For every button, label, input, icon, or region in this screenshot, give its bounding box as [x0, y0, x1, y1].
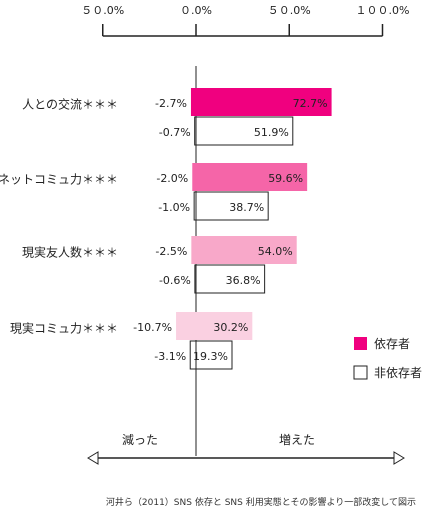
data-label-dependent-increase: 54.0%: [258, 245, 293, 258]
category-label: 人との交流＊＊＊: [22, 97, 118, 112]
axis-tick-label: ５０.0%: [81, 4, 124, 17]
arrow-right-head: [393, 451, 405, 465]
arrow-right-label: 増えた: [279, 433, 315, 447]
bar-nondependent-increase: [195, 264, 266, 294]
data-label-dependent-decrease: -2.0%: [156, 172, 188, 185]
legend-swatch-nondependent: [353, 365, 368, 380]
data-label-dependent-decrease: -2.7%: [155, 97, 187, 110]
category-label: ネットコミュ力＊＊＊: [0, 173, 118, 187]
data-label-nondependent-increase: 51.9%: [254, 126, 289, 139]
bar-dependent-decrease: [190, 88, 196, 116]
legend-label-dependent: 依存者: [374, 336, 410, 351]
bar-nondependent-increase: [195, 340, 233, 370]
data-label-dependent-increase: 59.6%: [268, 172, 303, 185]
bar-nondependent-increase: [195, 116, 294, 146]
bar-dependent-decrease: [192, 163, 196, 191]
data-label-dependent-increase: 72.7%: [293, 97, 328, 110]
axis-tick-label: １００.0%: [356, 4, 410, 17]
bar-dependent-decrease: [191, 236, 196, 264]
bar-dependent-increase: [196, 312, 253, 340]
data-label-nondependent-increase: 36.8%: [226, 274, 261, 287]
bar-dependent-increase: [196, 88, 332, 116]
data-label-nondependent-decrease: -0.7%: [159, 126, 191, 139]
data-label-nondependent-decrease: -0.6%: [159, 274, 191, 287]
data-label-dependent-increase: 30.2%: [213, 321, 248, 334]
category-label: 現実友人数＊＊＊: [22, 245, 118, 260]
legend-label-nondependent: 非依存者: [374, 365, 422, 380]
data-label-nondependent-decrease: -1.0%: [158, 201, 190, 214]
axis-tick-label: ０.0%: [180, 4, 212, 17]
arrow-left-head: [87, 451, 99, 465]
data-label-nondependent-decrease: -3.1%: [154, 350, 186, 363]
bar-dependent-increase: [196, 163, 308, 191]
data-label-nondependent-increase: 19.3%: [193, 350, 228, 363]
data-label-dependent-decrease: -2.5%: [155, 245, 187, 258]
data-label-dependent-decrease: -10.7%: [133, 321, 172, 334]
axis-tick-label: ５０.0%: [268, 4, 311, 17]
bar-nondependent-increase: [195, 191, 269, 221]
arrow-left-label: 減った: [122, 432, 158, 447]
bar-dependent-decrease: [176, 312, 196, 340]
legend-swatch-dependent: [354, 337, 367, 350]
bar-dependent-increase: [196, 236, 297, 264]
category-label: 現実コミュ力＊＊＊: [10, 321, 118, 336]
source-note: 河井ら（2011）SNS 依存と SNS 利用実態とその影響より一部改変して図示: [106, 496, 416, 508]
data-label-nondependent-increase: 38.7%: [229, 201, 264, 214]
